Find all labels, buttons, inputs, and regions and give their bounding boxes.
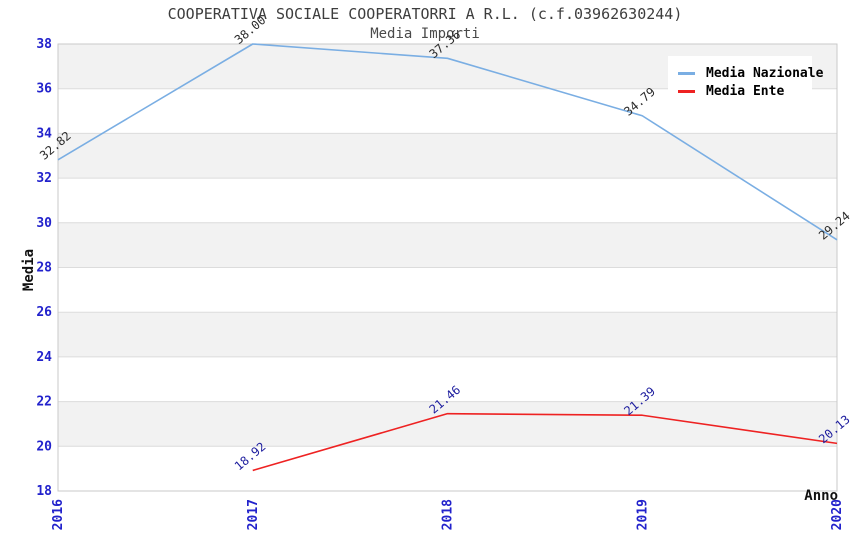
x-axis-title: Anno: [804, 488, 838, 504]
y-tick-label: 22: [36, 395, 52, 410]
series-line-media-ente: [252, 412, 838, 472]
chart-subtitle: Media Importi: [370, 26, 480, 42]
y-tick-label: 30: [36, 216, 52, 231]
series-line-media-nazionale: [57, 43, 838, 241]
y-tick-label: 24: [36, 350, 52, 365]
y-axis-title: Media: [21, 248, 37, 292]
y-tick-label: 28: [36, 261, 52, 276]
point-label: 34.79: [621, 85, 658, 119]
x-tick-label: 2016: [51, 499, 66, 530]
plot-border: [57, 43, 838, 492]
x-tick-label: 2017: [246, 499, 261, 530]
grid-band: [58, 312, 837, 357]
legend-label: Media Ente: [706, 83, 785, 99]
x-tick-label: 2019: [635, 499, 650, 530]
legend: Media Nazionale Media Ente: [668, 56, 823, 108]
y-tick-label: 18: [36, 484, 52, 499]
y-tick-label: 34: [36, 126, 52, 141]
legend-label: Media Nazionale: [706, 65, 824, 81]
y-tick-label: 20: [36, 439, 52, 454]
y-tick-label: 36: [36, 82, 52, 97]
grid-band: [58, 133, 837, 179]
point-label: 38.00: [232, 13, 269, 47]
grid-band: [58, 222, 837, 268]
x-tick-label: 2020: [830, 499, 845, 530]
legend-item-media-nazionale: Media Nazionale: [678, 65, 823, 81]
legend-item-media-ente: Media Ente: [678, 83, 804, 99]
chart-title: COOPERATIVA SOCIALE COOPERATORRI A R.L. …: [167, 5, 683, 23]
legend-swatch-blue-line: [678, 71, 695, 75]
legend-swatch-red-line: [678, 89, 695, 93]
x-tick-label: 2018: [441, 499, 456, 530]
y-tick-label: 26: [36, 305, 52, 320]
y-tick-label: 38: [36, 37, 52, 52]
y-tick-label: 32: [36, 171, 52, 186]
grid-band: [58, 401, 837, 447]
